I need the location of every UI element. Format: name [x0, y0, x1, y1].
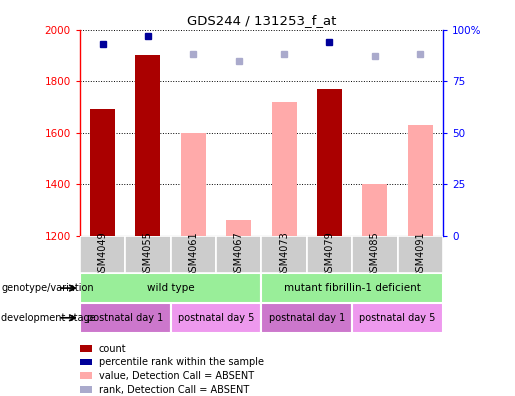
Bar	[80, 372, 92, 379]
Text: value, Detection Call = ABSENT: value, Detection Call = ABSENT	[99, 371, 254, 381]
Bar	[135, 55, 160, 236]
Text: GSM4049: GSM4049	[97, 231, 108, 278]
Text: GSM4061: GSM4061	[188, 231, 198, 278]
Bar	[90, 109, 115, 236]
Bar	[216, 236, 261, 273]
Title: GDS244 / 131253_f_at: GDS244 / 131253_f_at	[186, 14, 336, 27]
Text: count: count	[99, 344, 126, 354]
Text: mutant fibrillin-1 deficient: mutant fibrillin-1 deficient	[284, 283, 421, 293]
Text: GSM4079: GSM4079	[324, 231, 334, 278]
Bar	[261, 303, 352, 333]
Text: postnatal day 1: postnatal day 1	[269, 313, 345, 323]
Text: genotype/variation: genotype/variation	[1, 283, 94, 293]
Bar	[80, 386, 92, 393]
Text: development stage: development stage	[1, 313, 96, 323]
Bar	[352, 236, 398, 273]
Text: GSM4055: GSM4055	[143, 231, 153, 278]
Text: rank, Detection Call = ABSENT: rank, Detection Call = ABSENT	[99, 385, 249, 394]
Text: GSM4073: GSM4073	[279, 231, 289, 278]
Text: GSM4067: GSM4067	[234, 231, 244, 278]
Bar	[271, 102, 297, 236]
Bar	[125, 236, 170, 273]
Bar	[408, 125, 433, 236]
Bar	[226, 220, 251, 236]
Bar	[352, 303, 443, 333]
Bar	[170, 303, 261, 333]
Bar	[261, 236, 307, 273]
Text: postnatal day 5: postnatal day 5	[178, 313, 254, 323]
Bar	[80, 303, 170, 333]
Text: postnatal day 5: postnatal day 5	[359, 313, 436, 323]
Bar	[170, 236, 216, 273]
Bar	[80, 358, 92, 365]
Text: percentile rank within the sample: percentile rank within the sample	[99, 357, 264, 367]
Bar	[181, 133, 206, 236]
Text: postnatal day 1: postnatal day 1	[87, 313, 163, 323]
Text: GSM4091: GSM4091	[415, 231, 425, 278]
Text: GSM4085: GSM4085	[370, 231, 380, 278]
Bar	[317, 89, 342, 236]
Bar	[307, 236, 352, 273]
Bar	[80, 273, 261, 303]
Bar	[261, 273, 443, 303]
Bar	[80, 236, 125, 273]
Text: wild type: wild type	[147, 283, 194, 293]
Bar	[363, 184, 387, 236]
Bar	[80, 345, 92, 352]
Bar	[398, 236, 443, 273]
